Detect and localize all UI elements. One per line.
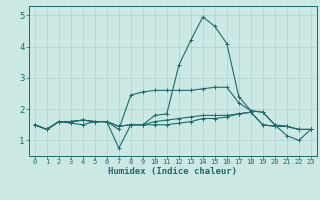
X-axis label: Humidex (Indice chaleur): Humidex (Indice chaleur): [108, 167, 237, 176]
